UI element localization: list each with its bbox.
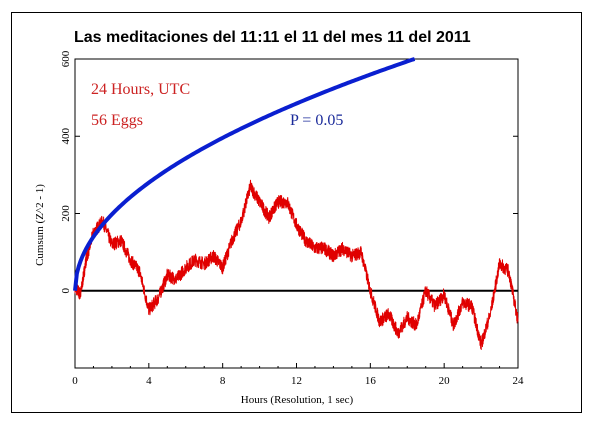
annotation-eggs: 56 Eggs — [91, 112, 143, 129]
x-tick-label: 24 — [513, 375, 525, 387]
x-ticks: 0 4 8 12 16 20 24 — [72, 363, 524, 387]
x-tick-label: 8 — [220, 375, 226, 387]
x-tick-label: 16 — [365, 375, 377, 387]
annotation-hours: 24 Hours, UTC — [91, 81, 190, 98]
y-tick-label: 200 — [60, 205, 72, 222]
y-tick-label: 600 — [60, 50, 72, 67]
x-axis-label: Hours (Resolution, 1 sec) — [241, 394, 354, 406]
series-group — [73, 57, 519, 350]
chart-title: Las meditaciones del 11:11 el 11 del mes… — [74, 29, 471, 46]
y-ticks: 0 200 400 600 — [60, 50, 518, 294]
annotation-p-value: P = 0.05 — [290, 112, 343, 129]
y-axis-label: Cumsum (Z^2 - 1) — [34, 184, 46, 266]
x-tick-label: 0 — [72, 375, 78, 387]
cumsum-line — [74, 179, 519, 350]
y-tick-label: 400 — [60, 128, 72, 145]
x-tick-label: 4 — [146, 375, 152, 387]
envelope-line — [73, 57, 416, 291]
y-tick-label: 0 — [60, 288, 72, 294]
chart-frame — [11, 12, 582, 413]
x-tick-label: 12 — [291, 375, 302, 387]
x-tick-label: 20 — [439, 375, 451, 387]
